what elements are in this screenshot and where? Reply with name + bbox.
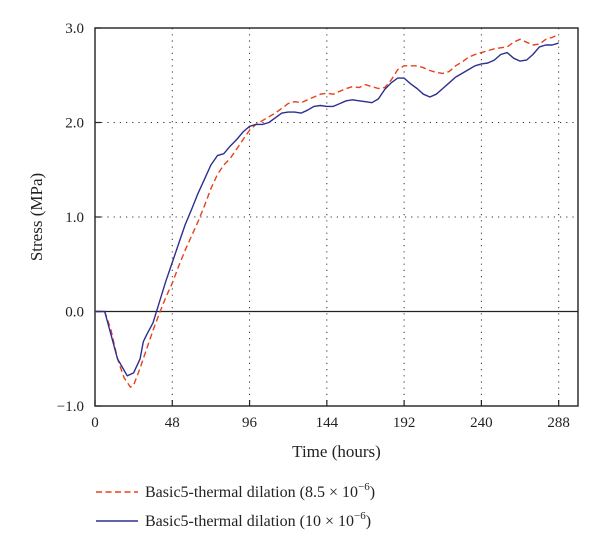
x-tick-label: 192 (393, 415, 416, 431)
y-tick-label: 3.0 (65, 21, 84, 37)
legend-label-exponent: −6 (358, 481, 370, 493)
legend-label-text: Basic5-thermal dilation (10 × 10 (145, 513, 354, 530)
x-tick-label: 48 (165, 415, 180, 431)
series-line-2 (95, 42, 559, 377)
y-tick-label: −1.0 (57, 399, 84, 415)
x-tick-label: 240 (470, 415, 493, 431)
series-line-1 (95, 33, 559, 388)
series-lines (95, 33, 559, 388)
legend-label-suffix: ) (370, 484, 375, 501)
legend: Basic5-thermal dilation (8.5 × 10−6)Basi… (96, 481, 375, 530)
legend-label-exponent: −6 (354, 510, 366, 522)
y-axis-label: Stress (MPa) (27, 173, 46, 261)
plot-frame (94, 27, 579, 407)
x-axis-label: Time (hours) (292, 442, 381, 461)
y-tick-label: 2.0 (65, 116, 84, 132)
x-tick-label: 0 (91, 415, 99, 431)
x-tick-label: 96 (242, 415, 258, 431)
y-tick-label: 1.0 (65, 210, 84, 226)
legend-label-2: Basic5-thermal dilation (10 × 10−6) (145, 510, 371, 530)
x-tick-label: 144 (316, 415, 339, 431)
legend-label-text: Basic5-thermal dilation (8.5 × 10 (145, 484, 358, 501)
y-tick-label: 0.0 (65, 305, 84, 321)
legend-label-suffix: ) (366, 513, 371, 530)
x-tick-label: 288 (547, 415, 570, 431)
legend-label-1: Basic5-thermal dilation (8.5 × 10−6) (145, 481, 375, 501)
grid-lines (95, 28, 578, 406)
axis-ticks: 0 48 96 144 192 240 288 −1.0 0.0 1.0 2.0 3.0 (57, 21, 570, 431)
